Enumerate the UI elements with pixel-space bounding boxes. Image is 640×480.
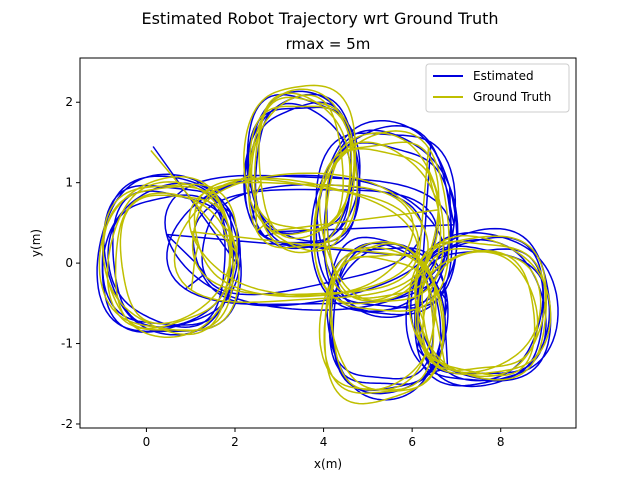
x-tick-label: 8 <box>497 435 505 449</box>
y-tick-label: 0 <box>65 256 73 270</box>
legend: Estimated Ground Truth <box>425 63 570 113</box>
x-tick-label: 6 <box>408 435 416 449</box>
y-tick-label: -2 <box>61 417 73 431</box>
plot-frame <box>79 57 577 429</box>
y-axis: -2 -1 0 1 2 <box>61 95 80 431</box>
legend-label-ground-truth: Ground Truth <box>473 90 551 104</box>
x-tick-label: 4 <box>320 435 328 449</box>
chart-title: Estimated Robot Trajectory wrt Ground Tr… <box>141 9 498 28</box>
series-line-ground-truth <box>98 84 552 405</box>
y-tick-label: 2 <box>65 95 73 109</box>
y-tick-label: 1 <box>65 176 73 190</box>
x-tick-label: 2 <box>231 435 239 449</box>
x-axis-label: x(m) <box>314 457 342 471</box>
y-tick-label: -1 <box>61 337 73 351</box>
chart-subtitle: rmax = 5m <box>286 35 371 53</box>
x-tick-label: 0 <box>143 435 151 449</box>
series-layer <box>96 84 559 405</box>
series-line-estimated <box>96 90 559 401</box>
x-axis: 0 2 4 6 8 <box>143 428 505 449</box>
y-axis-label: y(m) <box>29 229 43 257</box>
legend-label-estimated: Estimated <box>473 69 534 83</box>
